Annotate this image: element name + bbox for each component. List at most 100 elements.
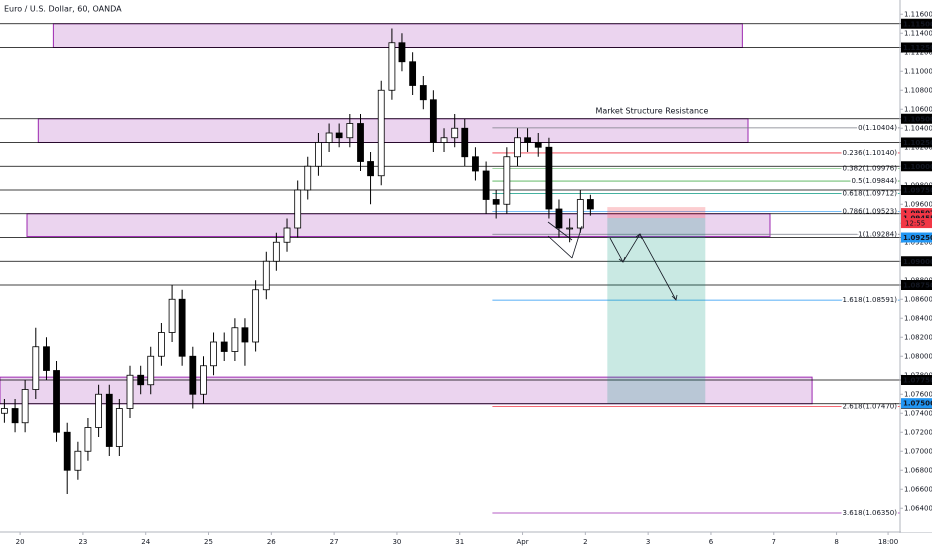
candle-body (220, 341, 228, 352)
level-label-box (901, 280, 932, 290)
y-tick-label: 1.09600 (904, 200, 932, 208)
candle-body (200, 365, 207, 395)
candle-body (95, 393, 103, 428)
fib-label: 3.618(1.06350) (843, 509, 898, 517)
level-label-box (901, 256, 932, 267)
candle-body (74, 450, 82, 471)
y-tick-label: 1.10400 (904, 124, 932, 132)
candle-body (210, 341, 217, 367)
position (607, 207, 706, 404)
fib-label: 1.618(1.08591) (843, 296, 898, 304)
candle-body (377, 89, 385, 177)
candle-body (472, 156, 479, 172)
x-tick-label: 8 (834, 538, 838, 546)
candle-body (126, 374, 134, 409)
candle-body (440, 137, 448, 143)
candle-body (357, 123, 364, 162)
x-tick-label: 26 (267, 538, 276, 546)
y-tick-label: 1.10800 (904, 86, 932, 94)
candle-body (252, 289, 260, 343)
candle-body (325, 132, 333, 143)
y-tick-label: 1.06400 (904, 504, 932, 512)
y-tick-label: 1.06600 (904, 485, 932, 493)
candle-body (241, 327, 249, 343)
x-tick-label: 2 (583, 538, 587, 546)
projection-arrow (609, 233, 677, 301)
arrow-head (635, 233, 643, 240)
countdown: 12:55 (905, 220, 925, 228)
level-label: 1.11250 (903, 44, 932, 52)
level-label: 1.10250 (903, 139, 932, 147)
fib-label: 0(1.10404) (858, 124, 897, 132)
x-tick-label: 31 (455, 538, 464, 546)
candle-body (419, 85, 427, 101)
candle-body (586, 199, 594, 210)
y-tick-label: 1.10600 (904, 105, 932, 113)
candle-body (514, 137, 521, 158)
target-zone (607, 218, 706, 404)
candle-body (84, 427, 92, 452)
price-label: 1.07506 (903, 400, 932, 408)
y-tick-label: 1.08400 (904, 314, 932, 322)
candle-body (367, 161, 374, 177)
time-axis-bg (0, 533, 932, 550)
candle-body (231, 327, 239, 352)
candle-body (429, 99, 437, 143)
candle-body (555, 208, 563, 229)
y-tick-label: 1.06800 (904, 466, 932, 474)
level-label: 1.10000 (903, 163, 932, 171)
levels (0, 23, 932, 405)
y-tick-label: 1.11000 (904, 67, 932, 75)
y-tick-label: 1.08200 (904, 333, 932, 341)
fib-label: 0.786(1.09523) (843, 208, 898, 216)
candle-body (53, 370, 60, 433)
candle-body (105, 393, 113, 447)
price-label-box (901, 398, 932, 409)
candle-body (482, 170, 490, 200)
level-label: 1.09750 (903, 187, 932, 195)
y-tick-label: 1.08000 (904, 352, 932, 360)
candle-body (294, 189, 302, 229)
x-tick-label: 20 (16, 538, 25, 546)
candle-body (178, 298, 186, 357)
annotation: Market Structure Resistance (595, 107, 708, 116)
y-tick-label: 1.07000 (904, 447, 932, 455)
y-tick-label: 1.08600 (904, 295, 932, 303)
y-tick-label: 1.11600 (904, 10, 932, 18)
candle-body (524, 137, 531, 143)
candle-body (398, 42, 406, 63)
fib-label: 0.382(1.09976) (843, 165, 898, 173)
candle-body (262, 260, 270, 291)
candle-body (545, 146, 553, 210)
x-tick-label: 24 (141, 538, 150, 546)
fib-label: 1(1.09284) (858, 230, 897, 238)
candle-body (189, 355, 197, 395)
x-tick-label: 6 (709, 538, 714, 546)
x-tick-label: 25 (204, 538, 213, 546)
level-label-box (901, 42, 932, 53)
candle-body (576, 199, 584, 229)
level-label-box (901, 137, 932, 148)
level-label: 1.08750 (903, 282, 932, 290)
y-tick-label: 1.11400 (904, 29, 932, 37)
candle-body (534, 142, 542, 148)
price-label-box (901, 213, 932, 224)
level-label-box (901, 161, 932, 172)
candle-body (451, 127, 459, 139)
y-tick-label: 1.07200 (904, 428, 932, 436)
fib-label: 0.236(1.10140) (843, 149, 898, 157)
candles (0, 28, 594, 494)
candle-body (272, 241, 280, 262)
zones (0, 23, 813, 405)
candle-body (492, 199, 500, 205)
x-tick-label: 3 (646, 538, 650, 546)
candle-body (304, 165, 312, 191)
x-tick-label: 18:00 (878, 538, 898, 546)
fib-label: 0.618(1.09712) (843, 190, 898, 198)
level-label-box (901, 185, 932, 195)
level-label: 1.11500 (903, 20, 932, 28)
candle-body (315, 142, 322, 167)
chart-title: Euro / U.S. Dollar, 60, OANDA (4, 5, 122, 14)
